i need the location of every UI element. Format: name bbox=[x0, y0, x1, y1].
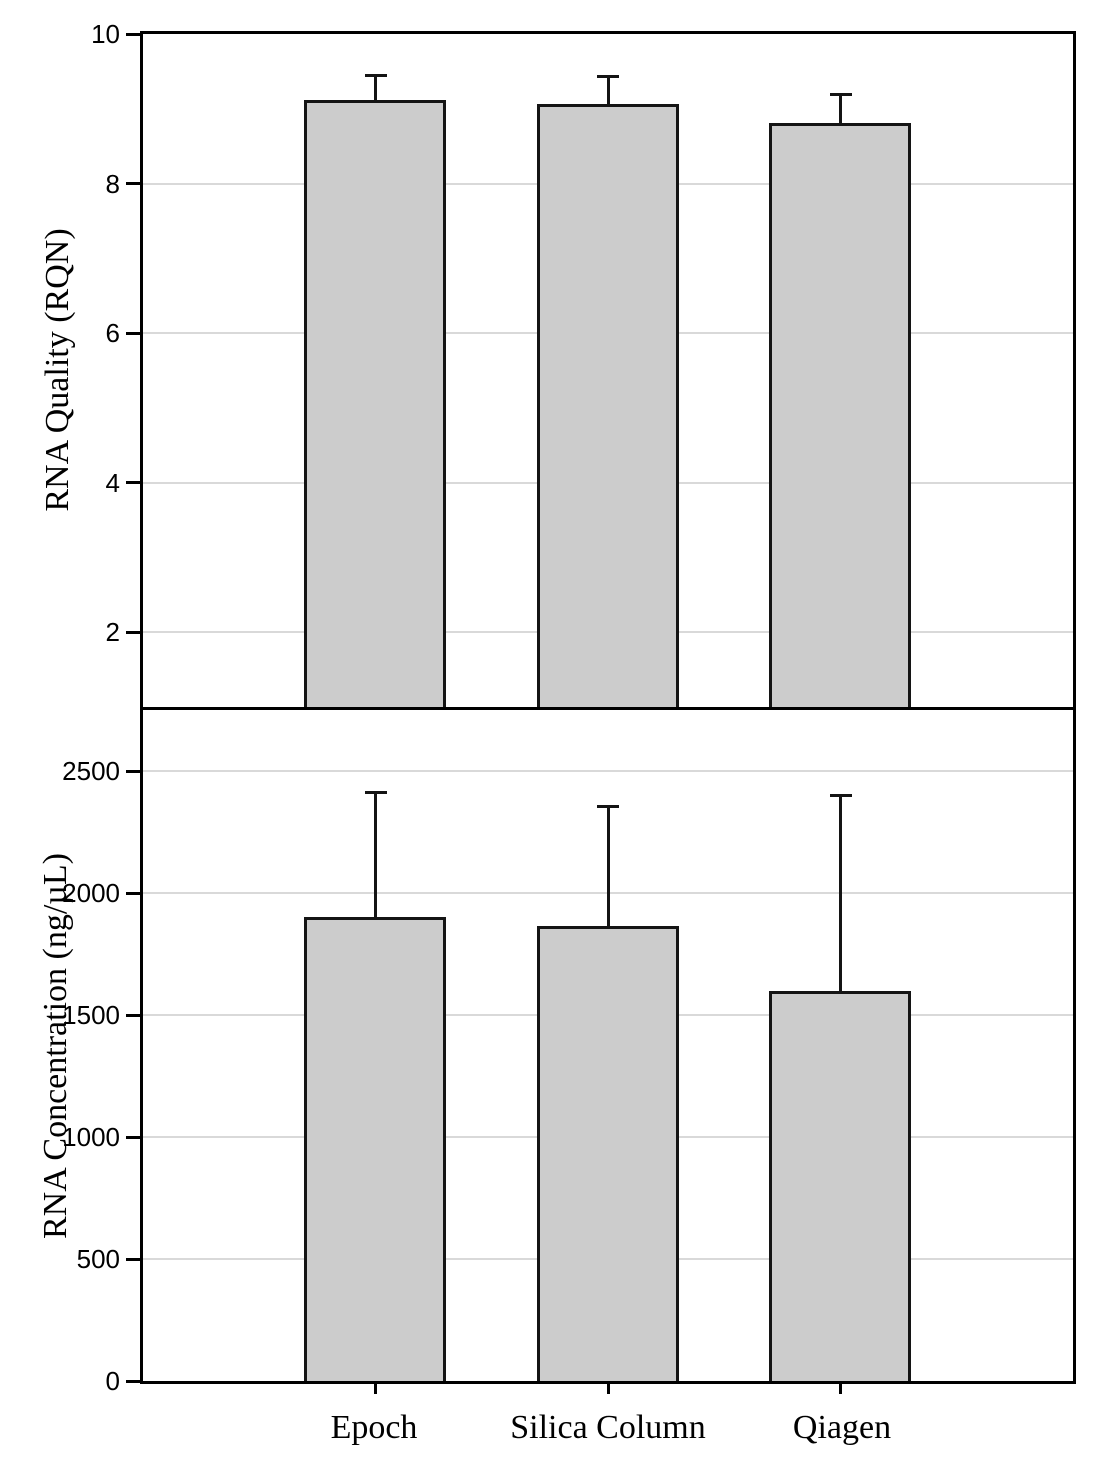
y-tick-label: 0 bbox=[105, 1366, 120, 1396]
y-axis-tick bbox=[126, 32, 140, 36]
error-bar bbox=[839, 94, 842, 123]
error-bar-cap bbox=[829, 93, 852, 97]
y-axis-tick bbox=[126, 1379, 140, 1383]
bar bbox=[536, 103, 679, 707]
y-tick-label: 4 bbox=[105, 467, 120, 498]
error-bar-cap bbox=[829, 793, 852, 797]
y-tick-label: 2 bbox=[105, 617, 120, 648]
gridline bbox=[143, 770, 1073, 772]
bar bbox=[769, 990, 912, 1381]
error-bar bbox=[606, 806, 610, 926]
y-axis-tick bbox=[126, 630, 140, 634]
bar bbox=[536, 925, 679, 1381]
x-axis-label: Silica Column bbox=[510, 1409, 706, 1446]
y-tick-label: 500 bbox=[76, 1244, 120, 1274]
y-axis-tick bbox=[126, 481, 140, 485]
error-bar bbox=[839, 795, 842, 991]
error-bar-cap bbox=[364, 791, 387, 795]
bar bbox=[769, 123, 912, 707]
concentration-axis-title: RNA Concentration (ng/µL) bbox=[37, 853, 74, 1239]
bar bbox=[304, 917, 447, 1381]
rqn-panel: 2 4 6 8 10 bbox=[91, 21, 1073, 710]
error-bar bbox=[374, 75, 377, 100]
x-axis-tick bbox=[839, 1381, 842, 1394]
error-bar-cap bbox=[364, 74, 387, 78]
x-axis-label: Epoch bbox=[330, 1409, 418, 1446]
x-axis-label: Qiagen bbox=[792, 1409, 892, 1446]
y-tick-label: 10 bbox=[91, 19, 120, 49]
concentration-panel: 0 500 1000 1500 2000 2500 bbox=[62, 710, 1073, 1394]
y-axis-tick bbox=[126, 891, 140, 895]
y-axis-tick bbox=[126, 1013, 140, 1017]
error-bar-cap bbox=[597, 75, 619, 79]
y-tick-label: 6 bbox=[105, 318, 120, 349]
y-tick-label: 1500 bbox=[62, 1000, 120, 1030]
y-axis-tick bbox=[126, 1257, 140, 1261]
y-tick-label: 1000 bbox=[62, 1122, 120, 1152]
plot-box: 2 4 6 8 10 0 500 1000 1500 2000 2500 bbox=[62, 21, 1076, 1394]
y-axis-tick bbox=[126, 769, 140, 773]
y-axis-tick bbox=[126, 1135, 140, 1139]
y-tick-label: 2000 bbox=[62, 878, 120, 908]
error-bar-cap bbox=[597, 804, 619, 808]
bar bbox=[304, 99, 447, 707]
y-tick-label: 8 bbox=[105, 168, 120, 199]
y-axis-tick bbox=[126, 182, 140, 186]
x-axis-tick bbox=[374, 1381, 377, 1394]
error-bar bbox=[374, 792, 377, 918]
y-axis-tick bbox=[126, 331, 140, 335]
y-tick-label: 2500 bbox=[62, 756, 120, 786]
x-axis-labels: Epoch Silica Column Qiagen bbox=[140, 1408, 1076, 1453]
error-bar bbox=[606, 76, 610, 104]
x-axis-tick bbox=[606, 1381, 610, 1394]
